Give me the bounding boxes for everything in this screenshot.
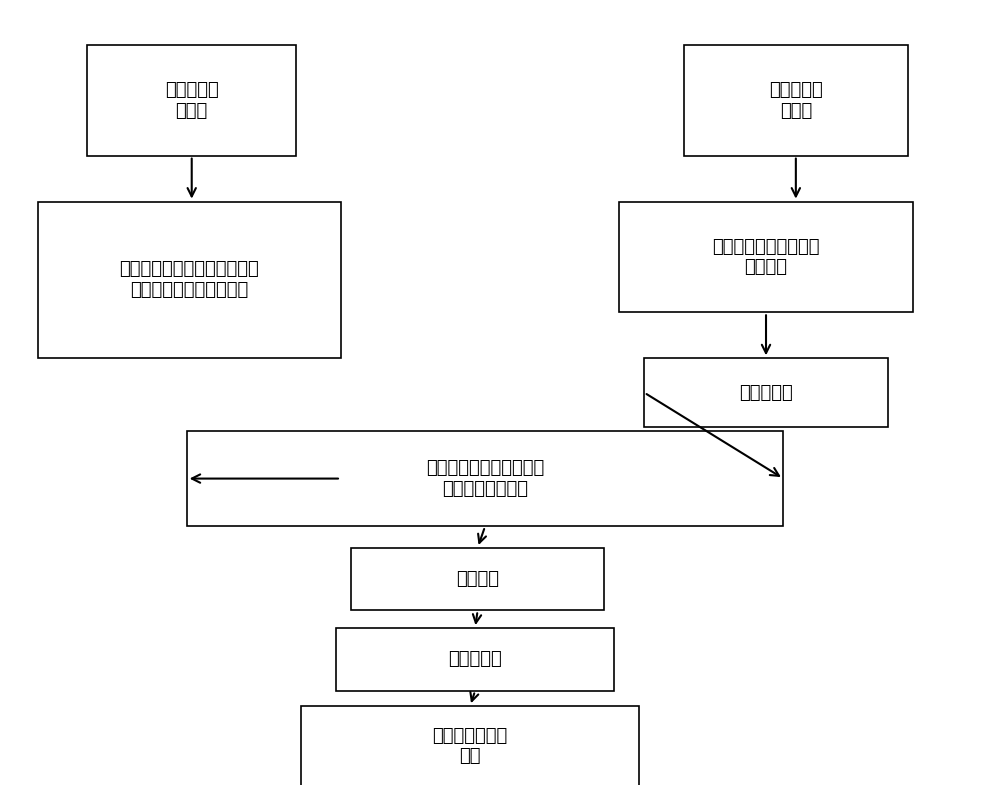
FancyBboxPatch shape [187,431,783,527]
Text: 原始手部运
动信号: 原始手部运 动信号 [165,81,219,119]
Text: 功率谱计算: 功率谱计算 [739,384,793,402]
FancyBboxPatch shape [619,202,913,312]
FancyBboxPatch shape [38,202,341,358]
Text: 放大，滤波，模数转换
等预处理: 放大，滤波，模数转换 等预处理 [712,238,820,276]
Text: 降采样处理，提取出运动起始
时刻和不同手指的弯曲值: 降采样处理，提取出运动起始 时刻和不同手指的弯曲值 [119,261,259,299]
FancyBboxPatch shape [351,548,604,611]
FancyBboxPatch shape [87,45,296,155]
Text: 显著性分析: 显著性分析 [448,650,502,668]
FancyBboxPatch shape [644,358,888,427]
Text: 原始皮层脑
电信号: 原始皮层脑 电信号 [769,81,823,119]
FancyBboxPatch shape [336,628,614,691]
FancyBboxPatch shape [301,706,639,785]
Text: 根据运动起始时刻截取相
应时间段的功率谱: 根据运动起始时刻截取相 应时间段的功率谱 [426,459,544,498]
Text: 分类解码: 分类解码 [456,570,499,588]
FancyBboxPatch shape [684,45,908,155]
Text: 实现手部功能区
定位: 实现手部功能区 定位 [433,727,508,765]
